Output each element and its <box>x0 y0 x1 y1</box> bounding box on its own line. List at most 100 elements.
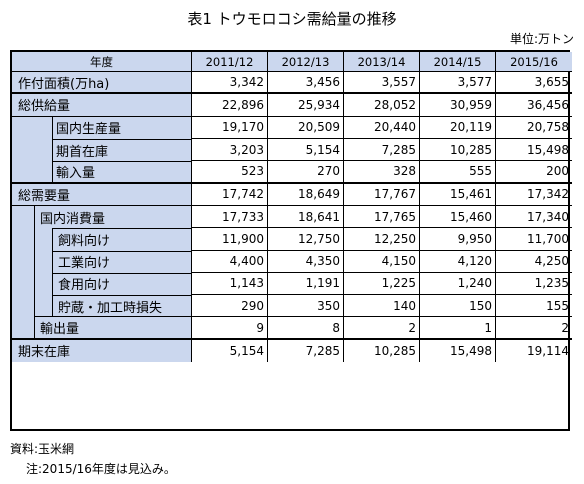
row-label: 国内消費量 <box>12 205 192 229</box>
row-label: 総需要量 <box>12 183 192 206</box>
table-cell: 3,342 <box>192 72 268 95</box>
indent-line <box>52 272 53 296</box>
table-cell: 17,742 <box>192 183 268 206</box>
row-label-text: 貯蔵・加工時損失 <box>58 300 163 316</box>
indent-line <box>34 250 35 273</box>
table-cell: 10,285 <box>420 138 496 162</box>
table-cell: 15,460 <box>420 205 496 229</box>
table-cell: 350 <box>268 295 344 318</box>
row-label: 工業向け <box>12 250 192 273</box>
table-cell: 19,170 <box>192 116 268 139</box>
header-label: 年度 <box>12 52 192 72</box>
table-cell: 3,557 <box>344 72 420 95</box>
table-cell: 17,733 <box>192 205 268 229</box>
table-cell: 4,150 <box>344 250 420 273</box>
table-cell: 155 <box>496 295 572 318</box>
table-cell: 9 <box>192 317 268 340</box>
table-cell: 8 <box>268 317 344 340</box>
table-cell: 11,700 <box>496 228 572 251</box>
table-title: 表1 トウモロコシ需給量の推移 <box>187 10 397 28</box>
row-label: 輸出量 <box>12 317 192 340</box>
divider <box>52 250 191 252</box>
table-cell: 20,440 <box>344 116 420 139</box>
table-cell: 15,498 <box>496 139 572 162</box>
indent-line <box>52 138 53 162</box>
row-label-text: 国内消費量 <box>40 211 106 227</box>
header-year: 2014/15 <box>420 52 496 72</box>
table-cell: 18,649 <box>268 183 344 206</box>
table-cell: 1,225 <box>344 272 420 296</box>
row-label: 国内生産量 <box>12 116 192 139</box>
indent-line <box>52 116 53 139</box>
table-cell: 20,758 <box>496 117 572 139</box>
table-cell: 290 <box>192 295 268 318</box>
row-label-text: 期首在庫 <box>56 144 109 160</box>
table-cell: 30,959 <box>420 94 496 117</box>
table-cell: 2 <box>344 317 420 340</box>
table-cell: 18,641 <box>268 205 344 229</box>
divider <box>52 272 191 274</box>
table-cell: 1,191 <box>268 272 344 296</box>
table-cell: 20,119 <box>420 116 496 139</box>
table-cell: 328 <box>344 161 420 184</box>
table-cell: 4,250 <box>496 251 572 273</box>
row-label: 輸入量 <box>12 161 192 184</box>
table-cell: 5,154 <box>192 339 268 363</box>
table-cell: 12,750 <box>268 228 344 251</box>
row-label: 食用向け <box>12 272 192 296</box>
table-cell: 4,120 <box>420 250 496 273</box>
table-cell: 9,950 <box>420 228 496 251</box>
table-cell: 3,655 <box>496 72 572 95</box>
table-cell: 15,461 <box>420 183 496 206</box>
unit-label: 単位:万トン <box>509 32 574 46</box>
indent-line <box>34 205 35 229</box>
divider <box>52 138 191 140</box>
indent-line <box>52 250 53 273</box>
indent-line <box>34 295 35 318</box>
table-cell: 11,900 <box>192 228 268 251</box>
header-year: 2015/16 <box>496 52 572 72</box>
footnote: 注:2015/16年度は見込み。 <box>26 462 176 476</box>
indent-line <box>52 228 53 251</box>
row-label-text: 輸出量 <box>40 322 80 338</box>
row-label: 貯蔵・加工時損失 <box>12 295 192 318</box>
row-label: 作付面積(万ha) <box>12 72 192 95</box>
table-cell: 1,240 <box>420 272 496 296</box>
header-year: 2013/14 <box>344 52 420 72</box>
table-cell: 5,154 <box>268 138 344 162</box>
indent-line <box>52 295 53 318</box>
table-cell: 3,456 <box>268 72 344 95</box>
table-cell: 1,235 <box>496 273 572 296</box>
divider <box>52 228 191 230</box>
row-label-text: 輸入量 <box>56 165 96 181</box>
row-label: 飼料向け <box>12 228 192 251</box>
indent-line <box>34 272 35 296</box>
source-note: 資料:玉米網 <box>10 442 75 456</box>
table-cell: 19,114 <box>527 343 569 358</box>
table-cell: 200 <box>496 161 572 184</box>
table-cell: 17,765 <box>344 205 420 229</box>
table-cell: 28,052 <box>344 94 420 117</box>
table-cell: 17,342 <box>496 184 572 206</box>
row-label-text: 飼料向け <box>58 233 111 249</box>
table-cell: 523 <box>192 161 268 184</box>
indent-line <box>34 317 35 338</box>
table-cell: 10,285 <box>344 339 420 363</box>
table-cell: 17,767 <box>344 183 420 206</box>
table-cell: 15,498 <box>420 339 496 363</box>
table-cell: 140 <box>344 295 420 318</box>
supply-demand-table: 年度 2011/12 2012/13 2013/14 2014/15 2015/… <box>10 50 572 431</box>
row-label: 期末在庫 <box>12 339 192 363</box>
divider <box>52 161 191 163</box>
row-label: 総供給量 <box>12 94 192 117</box>
header-year: 2011/12 <box>192 52 268 72</box>
indent-line <box>34 228 35 251</box>
table-cell: 12,250 <box>344 228 420 251</box>
row-label-text: 工業向け <box>58 256 111 272</box>
table-cell: 1 <box>420 317 496 340</box>
row-label: 期首在庫 <box>12 138 192 162</box>
row-label-text: 国内生産量 <box>56 122 122 138</box>
table-cell: 1,143 <box>192 272 268 296</box>
table-cell: 3,203 <box>192 138 268 162</box>
table-cell: 7,285 <box>344 138 420 162</box>
